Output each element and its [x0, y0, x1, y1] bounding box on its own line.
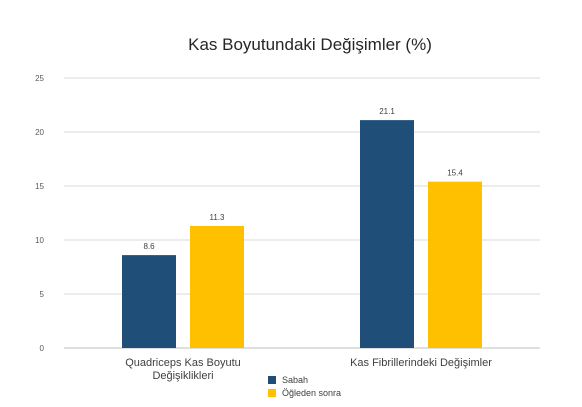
y-tick-label: 0	[40, 344, 45, 353]
y-tick-label: 15	[35, 182, 44, 191]
legend-label: Sabah	[282, 375, 308, 385]
legend-swatch	[268, 389, 276, 397]
data-labels: 8.6 11.3 21.1 15.4	[143, 107, 463, 251]
category-label: Kas Fibrillerindeki Değişimler	[350, 357, 492, 369]
y-tick-label: 25	[35, 74, 44, 83]
data-label: 21.1	[379, 107, 395, 116]
y-tick-label: 20	[35, 128, 44, 137]
y-tick-label: 10	[35, 236, 44, 245]
y-axis-ticks: 0 5 10 15 20 25	[35, 74, 44, 353]
y-tick-label: 5	[40, 290, 45, 299]
chart-title: Kas Boyutundaki Değişimler (%)	[188, 35, 432, 54]
data-label: 11.3	[210, 213, 226, 222]
data-label: 8.6	[143, 242, 155, 251]
bar	[428, 181, 482, 348]
legend: Sabah Öğleden sonra	[268, 375, 341, 398]
legend-label: Öğleden sonra	[282, 388, 341, 398]
bars	[122, 120, 482, 349]
legend-swatch	[268, 376, 276, 384]
data-label: 15.4	[447, 169, 463, 178]
category-label: Quadriceps Kas Boyutu	[125, 357, 241, 369]
bar	[360, 120, 414, 349]
category-label: Değişiklikleri	[152, 370, 213, 382]
bar	[122, 255, 176, 348]
bar	[190, 225, 244, 348]
